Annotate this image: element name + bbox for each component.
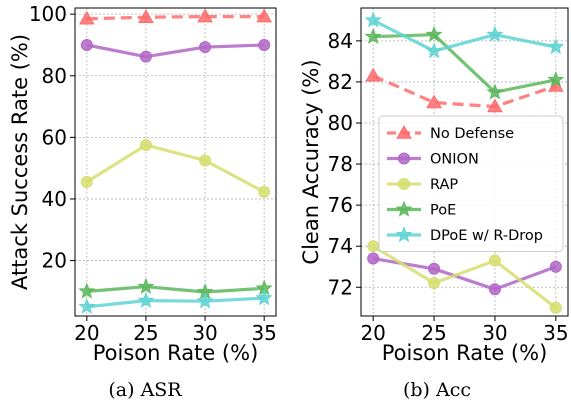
- data-point: [425, 42, 443, 59]
- data-point: [78, 297, 96, 314]
- data-point: [139, 50, 152, 63]
- data-point: [255, 289, 273, 306]
- x-tick-label: 30: [192, 321, 217, 345]
- plot-frame: [74, 7, 277, 317]
- plot-frame: [360, 7, 569, 317]
- y-tick-label: 100: [29, 2, 67, 26]
- series-line-1: [372, 74, 557, 109]
- y-axis-label: Attack Success Rate (%): [8, 34, 32, 290]
- data-point: [367, 252, 380, 265]
- series-line-5: [86, 296, 265, 309]
- data-point: [80, 176, 93, 189]
- legend-label: ONION: [430, 152, 479, 168]
- legend-label: No Defense: [430, 126, 514, 142]
- data-point: [196, 292, 214, 309]
- x-tick-label: 25: [421, 321, 446, 345]
- legend-marker: [395, 200, 413, 217]
- data-point: [258, 185, 271, 198]
- series-line-5: [372, 18, 557, 53]
- data-point: [486, 25, 504, 42]
- data-point: [367, 240, 380, 253]
- y-tick-label: 72: [328, 275, 353, 299]
- data-point: [199, 154, 212, 167]
- y-tick-label: 20: [42, 249, 67, 273]
- y-axis-label: Clean Accuracy (%): [299, 59, 323, 264]
- data-point: [364, 27, 382, 44]
- data-point: [547, 71, 565, 88]
- data-point: [78, 282, 96, 299]
- data-point: [426, 94, 442, 109]
- data-point: [199, 41, 212, 54]
- series-line-2: [86, 43, 265, 59]
- y-tick-label: 60: [42, 125, 67, 149]
- chart-panel-1: 20 25 30 35 20 40 60 80 100 Poison Rate (%) Attack…: [8, 2, 277, 401]
- data-point: [488, 254, 501, 267]
- series-line-1: [86, 15, 265, 21]
- data-point: [258, 38, 271, 51]
- data-point: [138, 9, 154, 23]
- y-tick-label: 76: [328, 193, 353, 217]
- legend-marker: [395, 226, 413, 243]
- y-tick-label: 78: [328, 152, 353, 176]
- data-point: [547, 38, 565, 55]
- data-point: [137, 277, 155, 294]
- legend-box: [378, 115, 564, 252]
- series-line-3: [85, 143, 265, 194]
- legend-label: RAP: [430, 177, 458, 193]
- y-tick-label: 74: [328, 234, 353, 258]
- y-tick-label: 80: [328, 111, 353, 135]
- data-point: [139, 139, 152, 152]
- data-point: [256, 8, 273, 23]
- y-tick-label: 84: [328, 29, 353, 53]
- x-tick-label: 30: [482, 321, 507, 345]
- series-line-3: [372, 244, 557, 310]
- y-tick-label: 82: [328, 70, 353, 94]
- data-point: [78, 10, 95, 25]
- y-tick-label: 80: [42, 64, 67, 88]
- legend: No Defense ONION RAP PoE DPoE w/ R-Drop: [378, 115, 564, 252]
- legend-label: DPoE w/ R-Drop: [430, 228, 543, 244]
- data-point: [80, 38, 93, 51]
- x-axis-label: Poison Rate (%): [382, 341, 548, 365]
- legend-marker: [398, 152, 410, 165]
- x-tick-label: 25: [133, 321, 158, 345]
- x-tick-label: 20: [74, 321, 99, 345]
- x-tick-label: 35: [251, 321, 276, 345]
- x-axis-label: Poison Rate (%): [93, 341, 259, 365]
- data-point: [486, 83, 504, 100]
- legend-marker: [396, 124, 412, 139]
- x-tick-label: 35: [543, 321, 568, 345]
- y-tick-label: 40: [42, 187, 67, 211]
- data-point: [549, 301, 562, 314]
- subfigure-caption: (b) Acc: [403, 379, 471, 401]
- data-point: [425, 25, 443, 42]
- data-point: [365, 67, 382, 82]
- data-point: [428, 277, 441, 290]
- data-point: [137, 291, 155, 308]
- data-point: [487, 98, 503, 113]
- series-line-4: [86, 285, 265, 294]
- data-point: [488, 283, 501, 296]
- legend-marker: [398, 178, 410, 190]
- legend-label: PoE: [430, 203, 456, 219]
- data-point: [549, 260, 562, 273]
- data-point: [197, 8, 213, 23]
- data-point: [364, 11, 382, 28]
- subfigure-caption: (a) ASR: [108, 379, 182, 401]
- x-tick-label: 20: [360, 321, 385, 345]
- data-point: [428, 262, 441, 275]
- chart-panel-2: 20 25 30 35 72 74 76 78 80 82 84 Poison Rate (%) Cle…: [299, 7, 569, 401]
